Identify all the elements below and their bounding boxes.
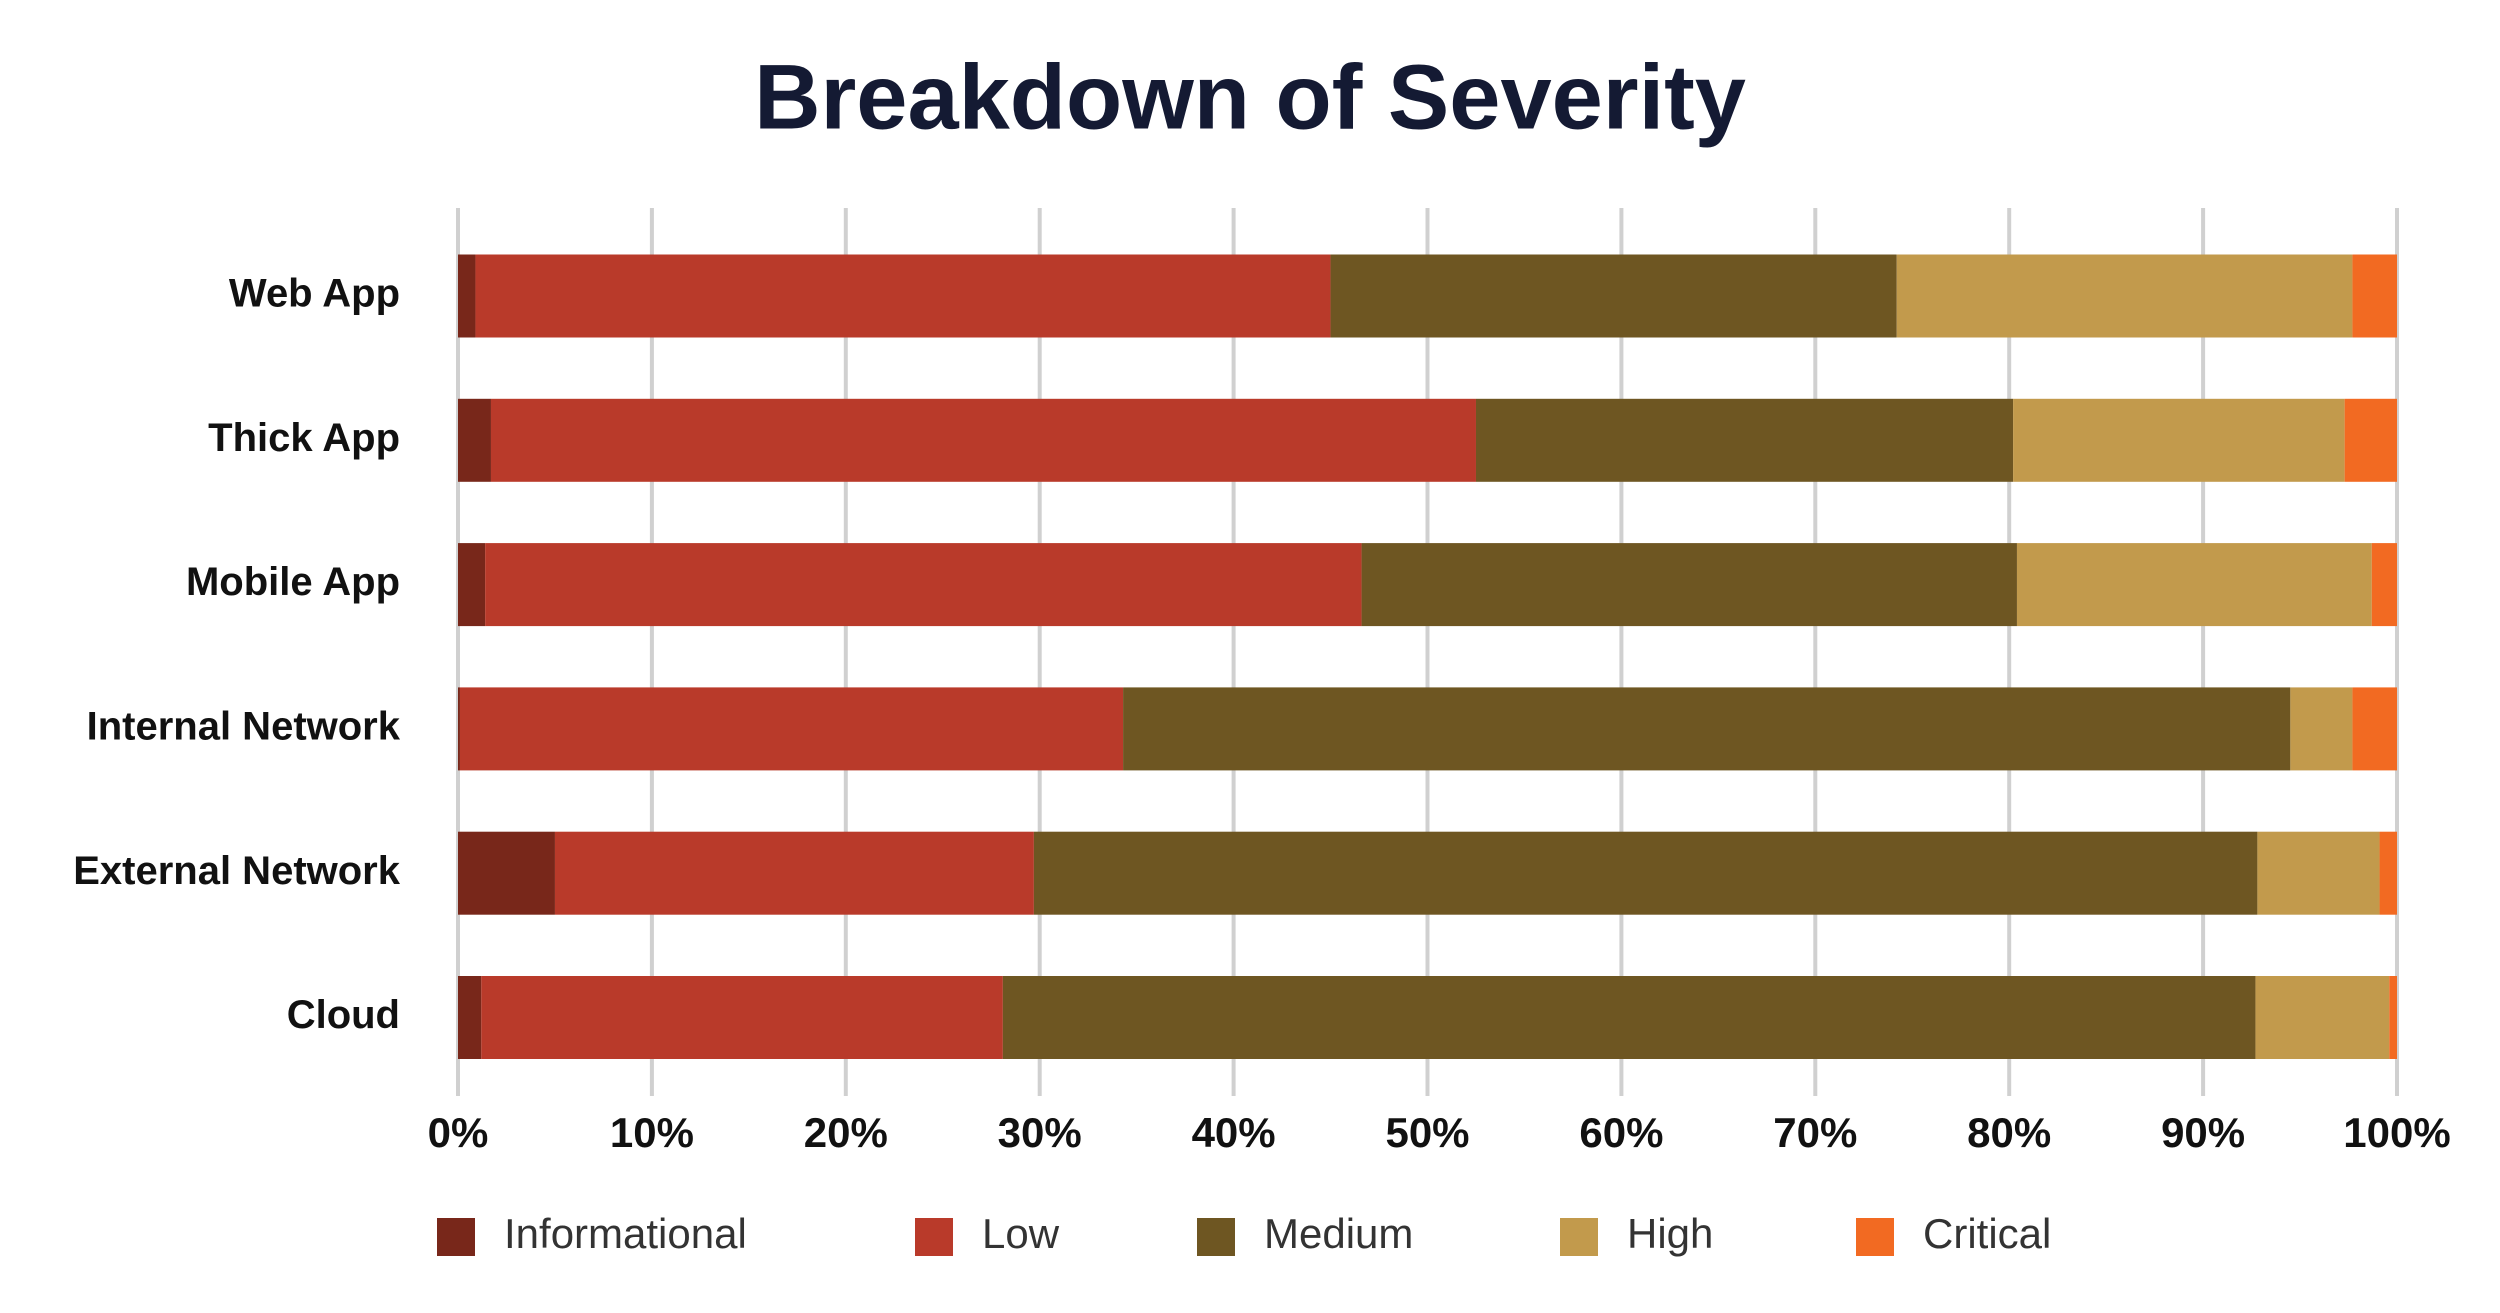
bar-segment	[459, 687, 1124, 771]
bar-segment	[1033, 831, 2258, 915]
chart-title: Breakdown of Severity	[754, 46, 1746, 148]
bar-segment	[481, 976, 1003, 1059]
bar-segment	[458, 398, 491, 482]
x-tick-label: 80%	[1967, 1109, 2051, 1156]
x-tick-label: 0%	[428, 1109, 489, 1156]
bar-segment	[2016, 543, 2372, 627]
bar-segment	[1361, 543, 2017, 627]
x-tick-label: 100%	[2343, 1109, 2450, 1156]
bar-segment	[2255, 976, 2390, 1059]
y-tick-label: Web App	[229, 272, 400, 316]
bar-segment	[1123, 687, 2291, 771]
bar-segment	[490, 398, 1476, 482]
legend-label: Low	[982, 1210, 1060, 1257]
y-tick-label: Mobile App	[186, 560, 400, 604]
legend-swatch	[1560, 1218, 1598, 1256]
x-tick-label: 30%	[998, 1109, 1082, 1156]
bar-segment	[2257, 831, 2380, 915]
bar-segment	[485, 543, 1362, 627]
y-tick-label: Internal Network	[87, 704, 401, 748]
y-tick-label: Thick App	[208, 416, 400, 460]
bar-segment	[1002, 976, 2256, 1059]
bar-segment	[458, 976, 482, 1059]
x-tick-label: 90%	[2161, 1109, 2245, 1156]
bar-segment	[458, 254, 476, 338]
bar-segment	[554, 831, 1034, 915]
legend-swatch	[1856, 1218, 1894, 1256]
bar-segment	[1475, 398, 2014, 482]
bar-segment	[458, 543, 486, 627]
x-tick-label: 10%	[610, 1109, 694, 1156]
bar-segment	[2344, 398, 2397, 482]
bar-segment	[2379, 831, 2397, 915]
x-tick-label: 50%	[1385, 1109, 1469, 1156]
legend-swatch	[1197, 1218, 1235, 1256]
bar-segment	[458, 831, 555, 915]
bar-segment	[2352, 687, 2397, 771]
bar-segment	[2290, 687, 2353, 771]
legend-swatch	[437, 1218, 475, 1256]
bar-segment	[1896, 254, 2353, 338]
bar-segment	[2371, 543, 2397, 627]
legend-label: High	[1627, 1210, 1713, 1257]
legend-label: Critical	[1923, 1210, 2051, 1257]
bar-segment	[2389, 976, 2397, 1059]
x-tick-label: 40%	[1192, 1109, 1276, 1156]
x-tick-label: 70%	[1773, 1109, 1857, 1156]
bar-segment	[1330, 254, 1897, 338]
x-tick-label: 20%	[804, 1109, 888, 1156]
bar-segment	[2013, 398, 2345, 482]
bar-segment	[2352, 254, 2397, 338]
legend-swatch	[915, 1218, 953, 1256]
y-tick-label: External Network	[73, 849, 401, 893]
y-tick-label: Cloud	[287, 993, 400, 1037]
legend-label: Medium	[1264, 1210, 1413, 1257]
bar-segment	[475, 254, 1331, 338]
x-tick-label: 60%	[1579, 1109, 1663, 1156]
bar-segment	[458, 687, 460, 771]
legend-label: Informational	[504, 1210, 747, 1257]
